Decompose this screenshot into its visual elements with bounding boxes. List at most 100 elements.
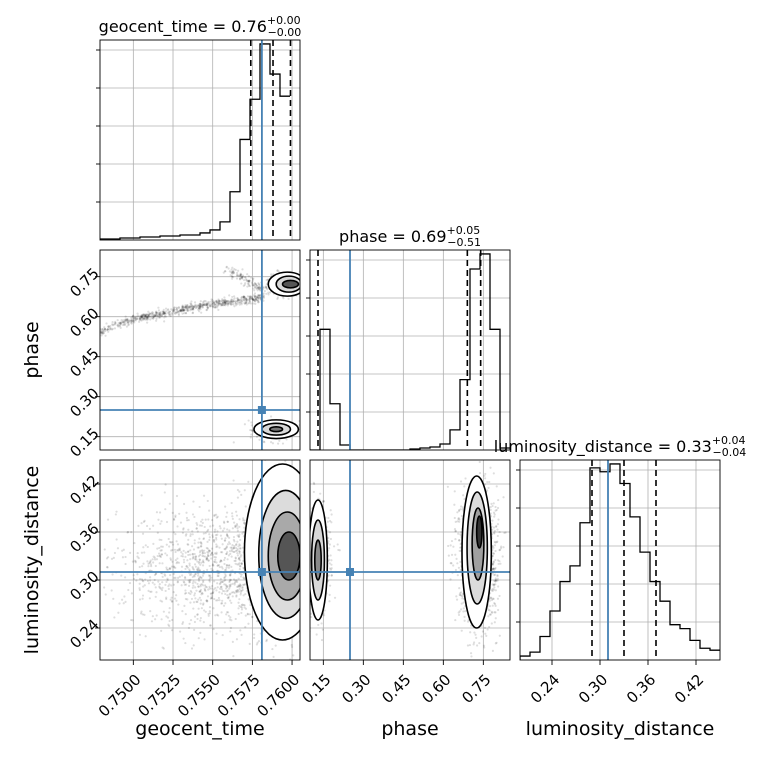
sample-point: [232, 546, 236, 550]
sample-point: [263, 440, 266, 444]
sample-point: [169, 557, 172, 560]
sample-point: [234, 549, 238, 552]
sample-point: [307, 601, 309, 603]
sample-point: [449, 544, 452, 547]
sample-point: [132, 577, 136, 580]
sample-point: [233, 550, 236, 554]
sample-point: [108, 328, 111, 331]
sample-point: [224, 301, 227, 304]
sample-point: [146, 321, 149, 324]
sample-point: [177, 306, 180, 309]
sample-point: [176, 580, 179, 583]
sample-point: [198, 568, 201, 572]
sample-point: [161, 313, 164, 316]
sample-point: [253, 292, 257, 295]
sample-point: [219, 582, 222, 585]
sample-point: [201, 560, 205, 563]
sample-point: [199, 305, 202, 308]
sample-point: [239, 575, 243, 578]
sample-point: [192, 306, 195, 309]
sample-point: [238, 274, 241, 277]
sample-point: [155, 312, 158, 315]
sample-point: [193, 301, 197, 304]
sample-point: [251, 297, 254, 301]
sample-point: [134, 561, 137, 564]
sample-point: [251, 616, 254, 619]
sample-point: [203, 549, 206, 552]
sample-point: [247, 302, 250, 305]
sample-point: [206, 302, 209, 305]
sample-point: [172, 517, 176, 521]
sample-point: [238, 298, 241, 301]
sample-point: [230, 546, 233, 549]
sample-point: [262, 292, 265, 295]
sample-point: [181, 308, 185, 311]
sample-point: [231, 595, 234, 598]
sample-point: [211, 569, 214, 572]
sample-point: [206, 499, 209, 503]
sample-point: [307, 549, 309, 551]
sample-point: [269, 440, 273, 444]
sample-point: [241, 546, 245, 549]
sample-point: [232, 655, 235, 658]
sample-point: [119, 322, 122, 325]
sample-point: [150, 590, 153, 593]
sample-point: [206, 599, 209, 603]
sample-point: [239, 589, 242, 593]
sample-point: [241, 587, 244, 590]
sample-point: [196, 582, 199, 586]
sample-point: [164, 552, 167, 555]
sample-point: [168, 611, 171, 614]
sample-point: [233, 545, 236, 548]
sample-point: [497, 518, 500, 521]
sample-point: [305, 573, 307, 575]
sample-point: [243, 295, 246, 298]
sample-point: [201, 304, 204, 307]
sample-point: [282, 297, 285, 300]
sample-point: [492, 472, 495, 475]
sample-point: [231, 515, 234, 518]
sample-point: [328, 531, 332, 534]
sample-point: [276, 269, 279, 272]
sample-point: [243, 278, 246, 282]
sample-point: [177, 310, 180, 314]
sample-point: [312, 481, 315, 484]
sample-point: [303, 500, 305, 502]
sample-point: [123, 595, 126, 598]
sample-point: [247, 281, 251, 284]
sample-point: [457, 566, 460, 569]
sample-point: [250, 295, 253, 299]
sample-point: [146, 545, 149, 549]
sample-point: [157, 311, 160, 314]
sample-point: [496, 579, 499, 582]
sample-point: [127, 321, 130, 324]
sample-point: [202, 532, 205, 535]
sample-point: [220, 585, 223, 588]
sample-point: [212, 590, 215, 593]
sample-point: [201, 521, 204, 525]
sample-point: [308, 561, 310, 563]
sample-point: [500, 545, 503, 548]
sample-point: [158, 511, 162, 514]
sample-point: [230, 550, 234, 553]
sample-point: [236, 554, 239, 557]
sample-point: [258, 286, 262, 289]
sample-point: [196, 613, 199, 616]
sample-point: [211, 306, 215, 309]
sample-point: [314, 426, 316, 428]
sample-point: [221, 298, 224, 301]
sample-point: [238, 562, 241, 565]
sample-point: [244, 276, 247, 279]
sample-point: [182, 528, 185, 531]
sample-point: [145, 318, 148, 321]
sample-point: [200, 591, 204, 594]
truth-marker: [257, 406, 266, 414]
sample-point: [206, 557, 209, 560]
sample-point: [103, 327, 106, 330]
sample-point: [181, 307, 184, 310]
sample-point: [302, 546, 304, 548]
sample-point: [138, 598, 142, 601]
sample-point: [206, 301, 209, 304]
panel-2d-geocent_time-vs-luminosity_distance: [99, 459, 309, 661]
sample-point: [249, 603, 252, 607]
